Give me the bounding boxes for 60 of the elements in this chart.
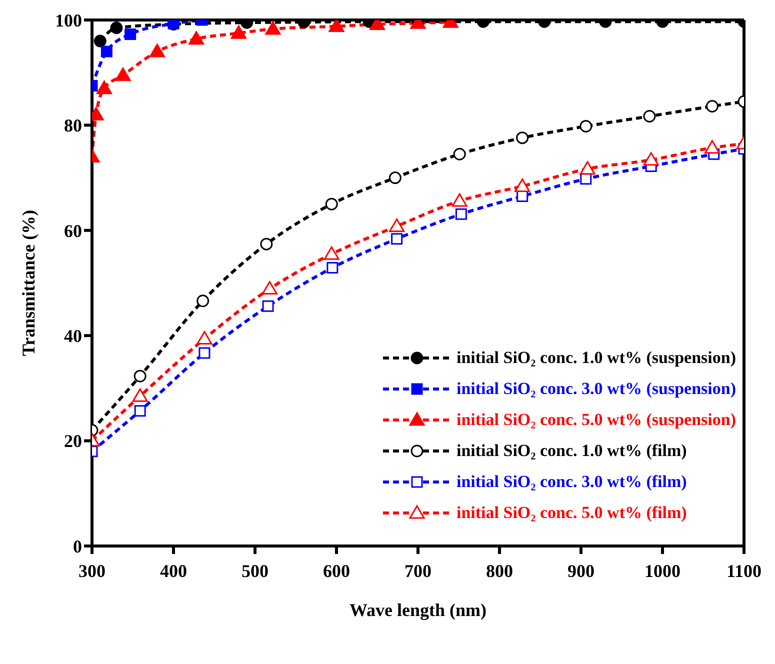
point: [326, 262, 338, 274]
x-tick-label: 600: [323, 560, 350, 581]
x-tick-label: 900: [568, 560, 594, 581]
point: [389, 218, 405, 232]
point: [134, 405, 146, 417]
point: [196, 294, 210, 308]
legend-label: initial SiO₂ conc. 1.0 wt% (film): [456, 440, 687, 460]
y-tick-label: 20: [64, 431, 82, 452]
x-axis-title: Wave length (nm): [350, 600, 486, 620]
point: [328, 20, 344, 32]
point: [96, 80, 112, 94]
point: [388, 172, 402, 184]
point: [262, 300, 274, 312]
point: [514, 178, 530, 192]
point: [325, 198, 338, 210]
point: [260, 238, 273, 250]
point: [516, 132, 529, 144]
x-tick-label: 1100: [726, 560, 762, 581]
legend-label: initial SiO₂ conc. 1.0 wt% (suspension): [456, 348, 736, 368]
x-tick-label: 1000: [644, 560, 680, 581]
point: [324, 246, 340, 260]
legend-label: initial SiO₂ conc. 3.0 wt% (film): [456, 472, 687, 492]
legend-label: initial SiO₂ conc. 5.0 wt% (suspension): [456, 410, 736, 430]
point: [580, 120, 592, 132]
y-tick-label: 100: [55, 10, 82, 30]
x-tick-label: 800: [486, 560, 513, 581]
x-tick-label: 300: [78, 560, 106, 581]
point: [265, 21, 281, 35]
point: [188, 31, 204, 45]
point: [262, 281, 278, 295]
point: [452, 193, 468, 207]
legend-label: initial SiO₂ conc. 5.0 wt% (film): [456, 502, 687, 522]
point: [115, 67, 131, 81]
point: [149, 44, 165, 58]
point: [132, 388, 148, 402]
point: [580, 161, 596, 175]
legend-label: initial SiO₂ conc. 3.0 wt% (suspension): [456, 378, 736, 398]
x-tick-label: 700: [404, 560, 432, 581]
point: [124, 28, 136, 40]
point: [704, 140, 720, 154]
point: [134, 370, 146, 382]
point: [230, 25, 246, 39]
y-tick-label: 60: [64, 220, 82, 241]
point: [455, 208, 467, 220]
point: [453, 148, 466, 160]
y-axis-title: Transmittance (%): [18, 210, 38, 356]
point: [110, 22, 123, 34]
point: [391, 233, 403, 245]
point: [643, 152, 659, 166]
point: [94, 34, 106, 48]
point: [100, 46, 112, 58]
point: [196, 331, 212, 345]
point: [198, 347, 210, 359]
x-tick-label: 400: [160, 560, 187, 581]
point: [706, 100, 718, 113]
y-tick-label: 40: [64, 326, 82, 346]
point: [643, 110, 656, 123]
y-tick-label: 80: [64, 116, 82, 136]
x-tick-label: 500: [242, 560, 268, 581]
y-tick-label: 0: [73, 536, 82, 556]
